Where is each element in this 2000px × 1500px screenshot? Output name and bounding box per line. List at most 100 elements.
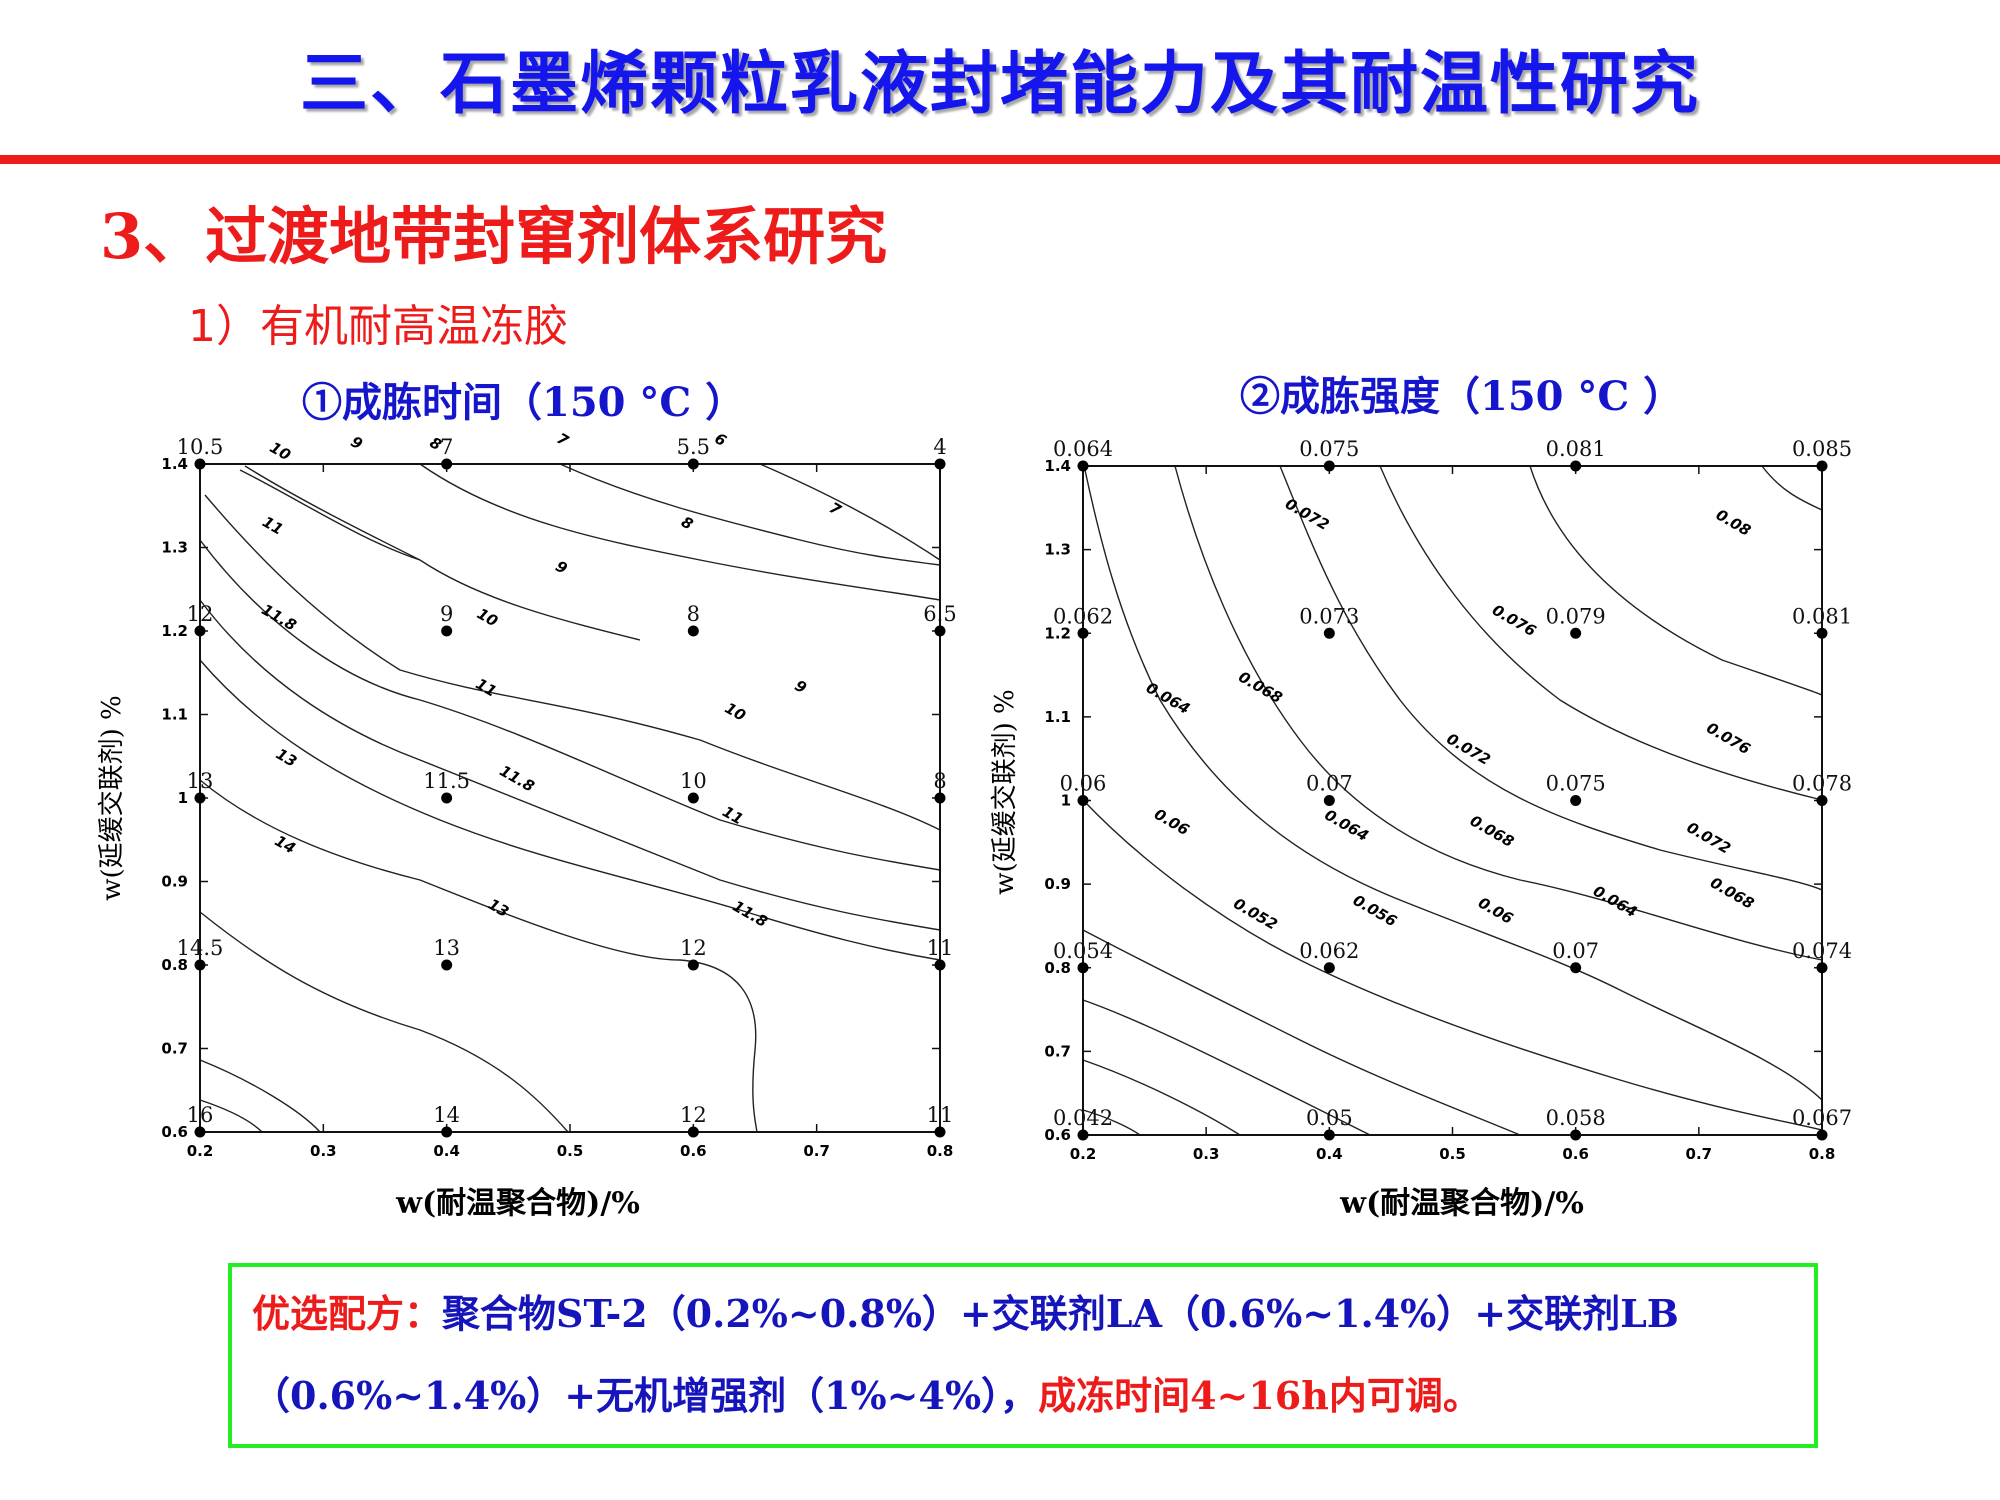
x-tick-label: 0.3: [1193, 1145, 1220, 1163]
x-axis-label: w(耐温聚合物)/%: [1339, 1186, 1584, 1221]
data-point-label: 0.081: [1546, 437, 1606, 461]
y-tick-label: 1: [178, 789, 188, 807]
data-point: [934, 959, 946, 971]
data-point-label: 8: [687, 602, 700, 626]
contour-label: 7: [554, 429, 573, 450]
data-point-label: 0.062: [1299, 939, 1359, 963]
data-point: [1570, 1129, 1582, 1141]
data-point-label: 16: [187, 1103, 214, 1127]
isoline: [204, 494, 941, 831]
data-point: [687, 625, 699, 637]
contour-label: 0.064: [1322, 806, 1372, 845]
y-tick-label: 1.3: [161, 539, 188, 557]
isoline: [1082, 1059, 1241, 1136]
data-point: [1077, 627, 1089, 639]
x-tick-label: 0.2: [187, 1142, 214, 1160]
contour-label: 13: [273, 745, 300, 771]
formula-conclusion: 成冻时间4~16h内可调。: [1038, 1373, 1481, 1418]
data-point: [687, 458, 699, 470]
contour-label: 13: [485, 895, 512, 921]
isoline: [419, 463, 941, 601]
data-point-label: 0.058: [1546, 1106, 1606, 1130]
isoline: [1379, 465, 1823, 801]
contour-label: 14: [272, 832, 299, 858]
contour-label: 0.072: [1444, 730, 1494, 769]
data-point-label: 0.075: [1546, 772, 1606, 796]
y-tick-label: 0.6: [161, 1123, 188, 1141]
x-tick-label: 0.7: [1686, 1145, 1713, 1163]
contour-label: 0.076: [1489, 601, 1539, 640]
data-point-label: 4: [933, 435, 946, 459]
isoline: [199, 539, 941, 871]
data-point-label: 0.081: [1792, 604, 1852, 628]
x-tick-label: 0.4: [1316, 1145, 1343, 1163]
isoline: [199, 599, 941, 931]
formula-line1-body: 聚合物ST-2（0.2%~0.8%）+交联剂LA（0.6%~1.4%）+交联剂L…: [442, 1291, 1679, 1336]
isoline: [199, 911, 569, 1133]
data-point: [441, 959, 453, 971]
data-point-label: 12: [680, 1103, 707, 1127]
data-point: [687, 959, 699, 971]
y-axis-label: w(延缓交联剂) %: [990, 689, 1020, 895]
formula-label: 优选配方：: [252, 1291, 443, 1336]
y-tick-label: 1.2: [161, 622, 188, 640]
data-point: [194, 1126, 206, 1138]
x-tick-label: 0.6: [680, 1142, 707, 1160]
contour-label: 9: [552, 557, 570, 578]
data-point-label: 14.5: [177, 936, 224, 960]
contour-label: 0.068: [1467, 812, 1517, 851]
data-point-label: 0.078: [1792, 772, 1852, 796]
data-point-label: 13: [433, 936, 460, 960]
data-point: [1323, 460, 1335, 472]
data-point: [1323, 962, 1335, 974]
y-tick-label: 0.8: [161, 956, 188, 974]
contour-label: 0.072: [1684, 818, 1734, 857]
data-point: [934, 1126, 946, 1138]
contour-label: 0.068: [1707, 874, 1757, 913]
data-point: [687, 792, 699, 804]
x-tick-label: 0.6: [1562, 1145, 1589, 1163]
data-point: [1323, 1129, 1335, 1141]
y-tick-label: 1.2: [1044, 624, 1071, 642]
data-point: [1077, 795, 1089, 806]
data-point: [1077, 962, 1089, 974]
y-tick-label: 0.9: [161, 873, 188, 891]
data-point: [1077, 1129, 1089, 1141]
data-point: [1077, 460, 1089, 472]
isoline: [1084, 469, 1823, 1101]
contour-label: 10: [722, 699, 749, 725]
data-point: [1816, 962, 1828, 974]
isoline: [1529, 465, 1823, 696]
y-tick-label: 1.4: [161, 455, 188, 473]
contour-label: 0.06: [1151, 805, 1192, 839]
contour-label: 0.076: [1703, 719, 1753, 758]
formula-line-2: （0.6%~1.4%）+无机增强剂（1%~4%），成冻时间4~16h内可调。: [252, 1355, 1814, 1437]
data-point-label: 0.073: [1299, 604, 1359, 628]
x-tick-label: 0.5: [1439, 1145, 1466, 1163]
isoline: [244, 465, 641, 641]
contour-label: 11.8: [730, 897, 771, 931]
data-point-label: 0.075: [1299, 437, 1359, 461]
contour-label: 0.08: [1713, 506, 1754, 540]
isoline: [1082, 929, 1521, 1136]
y-tick-label: 0.7: [1044, 1042, 1071, 1060]
isoline: [1082, 799, 1823, 1131]
data-point-label: 0.064: [1053, 437, 1113, 461]
data-point-label: 0.05: [1306, 1106, 1353, 1130]
data-point-label: 9: [440, 602, 453, 626]
data-point-label: 0.07: [1552, 939, 1599, 963]
y-tick-label: 1.3: [1044, 541, 1071, 559]
data-point-label: 11.5: [423, 769, 470, 793]
data-point: [194, 625, 206, 637]
y-tick-label: 0.8: [1044, 959, 1071, 977]
data-point-label: 14: [433, 1103, 460, 1127]
y-tick-label: 0.6: [1044, 1126, 1071, 1144]
formula-line-1: 优选配方：聚合物ST-2（0.2%~0.8%）+交联剂LA（0.6%~1.4%）…: [252, 1273, 1814, 1355]
contour-label: 0.06: [1475, 894, 1516, 928]
data-point-label: 0.074: [1792, 939, 1852, 963]
data-point-label: 13: [187, 769, 214, 793]
plot-frame: [1082, 465, 1823, 1136]
x-axis-label: w(耐温聚合物)/%: [395, 1186, 640, 1221]
data-point: [1570, 460, 1582, 472]
